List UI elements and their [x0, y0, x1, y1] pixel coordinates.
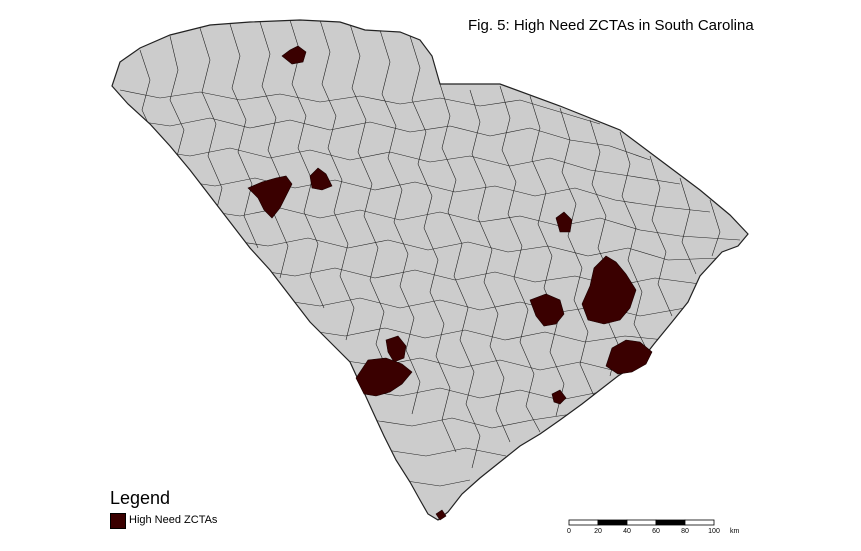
scale-tick: 60 [652, 528, 660, 535]
scale-bar [568, 519, 715, 526]
scale-tick: 80 [681, 528, 689, 535]
high-need-zcta-florence [555, 211, 573, 233]
zcta-boundaries [119, 20, 741, 487]
high-need-zcta-edgefield [385, 335, 407, 363]
legend-label-high-need: High Need ZCTAs [129, 514, 218, 526]
high-need-zcta-greenville [309, 167, 333, 191]
high-need-zcta-anderson [247, 175, 293, 219]
high-need-zcta-williamsburg [581, 255, 637, 325]
scale-tick: 100 [708, 528, 720, 535]
high-need-zcta-aiken [355, 357, 413, 397]
high-need-zcta-york [281, 45, 307, 65]
high-need-zcta-sumter [529, 293, 565, 327]
high-need-zcta-georgetown [605, 339, 653, 375]
legend-swatch-high-need [110, 513, 126, 529]
high-need-zctas [247, 45, 653, 521]
scale-tick: 20 [594, 528, 602, 535]
map-title: Fig. 5: High Need ZCTAs in South Carolin… [468, 17, 754, 34]
legend-title: Legend [110, 488, 171, 508]
south-carolina-outline [111, 19, 749, 521]
scale-unit: km [730, 528, 740, 535]
scale-tick: 0 [567, 528, 571, 535]
scale-tick: 40 [623, 528, 631, 535]
high-need-zcta-jasper [435, 509, 447, 521]
high-need-zcta-charleston [551, 389, 567, 405]
